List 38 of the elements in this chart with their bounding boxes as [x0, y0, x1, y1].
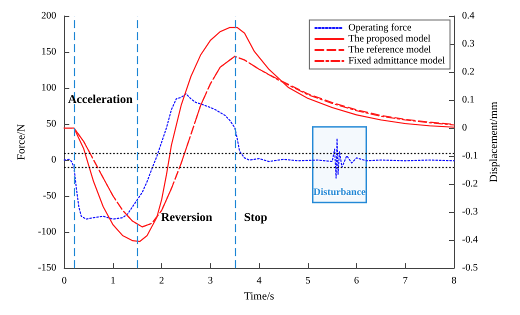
x-tick-label: 4: [256, 276, 262, 287]
y2-tick-label: -0.2: [462, 178, 478, 190]
y-tick-label: 0: [51, 154, 56, 166]
legend-label: Operating force: [348, 22, 412, 34]
x-tick-label: 7: [402, 276, 408, 287]
y-tick-label: -150: [38, 262, 56, 274]
y2-tick-label: -0.5: [462, 262, 478, 274]
annotation: Acceleration: [68, 92, 133, 107]
y-tick-label: -100: [38, 226, 56, 238]
y-axis-title: Force/N: [16, 124, 28, 160]
y2-tick-label: 0.4: [462, 10, 474, 22]
y2-tick-label: 0.3: [462, 38, 474, 50]
y2-tick-label: -0.4: [462, 234, 478, 246]
y-tick-label: -50: [42, 190, 56, 202]
annotation: Reversion: [161, 210, 212, 225]
y2-tick-label: -0.3: [462, 206, 478, 218]
y2-tick-label: 0: [462, 122, 467, 134]
y-tick-label: 100: [41, 82, 56, 94]
y2-axis-title: Displacement/mm: [488, 101, 500, 182]
band-label: Disturbance: [313, 186, 366, 198]
x-tick-label: 0: [62, 276, 67, 287]
x-axis-title: Time/s: [244, 290, 274, 302]
y2-tick-label: -0.1: [462, 150, 478, 162]
x-tick-label: 2: [159, 276, 164, 287]
annotation: Stop: [244, 210, 268, 225]
y-tick-label: 150: [41, 46, 56, 58]
legend-label: Fixed admittance model: [348, 56, 446, 66]
legend-label: The reference model: [348, 44, 432, 56]
y-tick-label: 200: [41, 10, 56, 22]
x-tick-label: 5: [305, 276, 310, 287]
x-tick-label: 8: [452, 276, 456, 287]
x-tick-label: 6: [354, 276, 360, 287]
y2-tick-label: 0.1: [462, 94, 474, 106]
y2-tick-label: 0.2: [462, 66, 474, 78]
y-tick-label: 50: [46, 118, 56, 130]
x-tick-label: 3: [208, 276, 213, 287]
legend-label: The proposed model: [348, 34, 431, 44]
x-tick-label: 1: [110, 276, 116, 287]
